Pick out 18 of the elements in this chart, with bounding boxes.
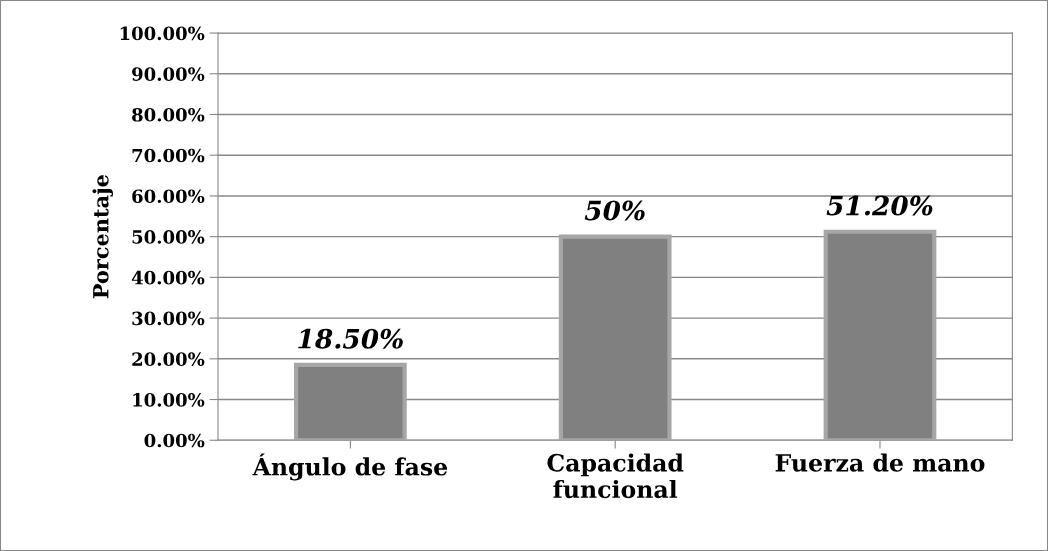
- y-tick-label: 100.00%: [120, 26, 205, 41]
- y-tick-label: 70.00%: [132, 148, 205, 163]
- data-label: 51.20%: [826, 195, 933, 216]
- y-tick-label: 10.00%: [133, 392, 205, 407]
- y-axis-title: Porcentaje: [92, 175, 113, 299]
- y-tick-label: 0.00%: [144, 433, 205, 448]
- y-tick-label: 60.00%: [132, 189, 205, 204]
- y-tick-label: 90.00%: [132, 67, 205, 81]
- y-tick-label: 40.00%: [131, 270, 205, 285]
- y-tick-label: 80.00%: [132, 107, 205, 122]
- x-tick-label: Capacidad funcional: [547, 453, 684, 499]
- x-tick-label: Ángulo de fase: [252, 453, 448, 481]
- data-label: 50%: [584, 200, 645, 221]
- y-tick-label: 20.00%: [132, 352, 205, 366]
- y-tick-label: 50.00%: [132, 230, 205, 244]
- x-tick-label: Fuerza de mano: [775, 453, 985, 472]
- data-label: 18.50%: [298, 328, 403, 349]
- y-tick-label: 30.00%: [132, 311, 205, 326]
